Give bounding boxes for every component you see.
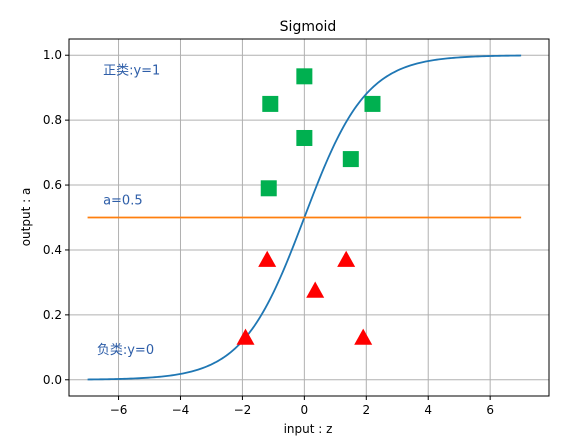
x-axis-ticks: −6 −4 −2 0 2 4 6 (110, 396, 494, 417)
chart-title: Sigmoid (280, 19, 337, 35)
negative-point (258, 250, 277, 267)
positive-point (260, 180, 277, 197)
positive-point (296, 68, 313, 85)
positive-point (296, 129, 313, 146)
annotation-positive-class: 正类:y=1 (103, 64, 160, 79)
x-tick-label: 0 (301, 403, 309, 417)
y-tick-label: 0.0 (43, 373, 62, 387)
x-tick-label: 4 (424, 403, 432, 417)
plot-frame (68, 38, 550, 397)
negative-point (337, 250, 356, 267)
positive-point (342, 151, 359, 168)
annotation-threshold: a=0.5 (103, 194, 143, 209)
x-tick-label: −6 (110, 403, 128, 417)
y-axis-label: output : a (19, 188, 33, 247)
positive-point (262, 95, 279, 112)
y-tick-label: 1.0 (43, 48, 62, 62)
y-tick-label: 0.4 (43, 243, 62, 257)
positive-point (364, 95, 381, 112)
x-tick-label: −2 (234, 403, 252, 417)
negative-point (306, 281, 325, 298)
line-series (87, 54, 522, 381)
annotation-negative-class: 负类:y=0 (97, 343, 154, 358)
x-tick-label: 6 (486, 403, 494, 417)
x-tick-label: −4 (172, 403, 190, 417)
negative-point (354, 328, 373, 345)
y-tick-label: 0.2 (43, 308, 62, 322)
scatter-series (236, 68, 381, 345)
x-tick-label: 2 (362, 403, 370, 417)
y-tick-label: 0.8 (43, 113, 62, 127)
negative-point (236, 328, 255, 345)
y-axis-ticks: 0.0 0.2 0.4 0.6 0.8 1.0 (43, 48, 69, 387)
y-tick-label: 0.6 (43, 178, 62, 192)
x-axis-label: input : z (284, 422, 333, 436)
